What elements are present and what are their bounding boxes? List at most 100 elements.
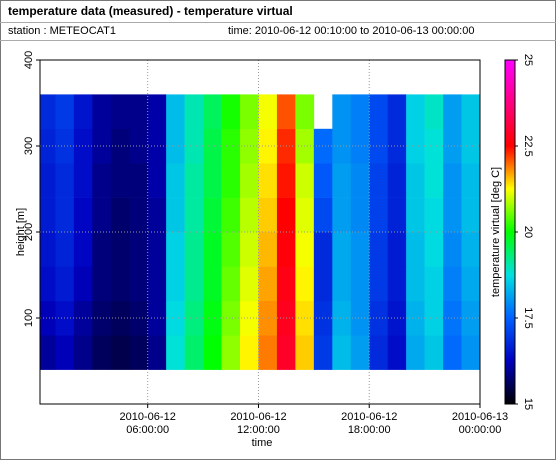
y-tick-label: 100 <box>23 309 35 327</box>
heatmap-cell <box>110 300 130 336</box>
chart-title: temperature data (measured) - temperatur… <box>8 4 293 18</box>
heatmap-cell <box>166 232 185 267</box>
heatmap-cell <box>92 128 112 164</box>
heatmap-cell <box>443 197 462 233</box>
heatmap-cell <box>443 94 462 130</box>
heatmap-cell <box>40 335 56 370</box>
heatmap-cell <box>73 94 93 130</box>
heatmap-cell <box>147 163 167 198</box>
heatmap-cell <box>461 266 481 302</box>
heatmap-cell <box>73 335 93 370</box>
heatmap-cell <box>73 266 93 302</box>
heatmap-cell <box>239 128 259 164</box>
heatmap-cell <box>258 335 278 370</box>
heatmap-cell <box>184 163 204 198</box>
heatmap-cell <box>461 232 481 267</box>
heatmap-cell <box>203 266 222 302</box>
heatmap-cell <box>40 266 56 302</box>
heatmap-cell <box>40 197 56 233</box>
heatmap-cell <box>129 335 148 370</box>
y-tick-label: 200 <box>23 223 35 241</box>
station-label: station : METEOCAT1 <box>8 25 116 37</box>
y-axis-label: height [m] <box>15 208 27 256</box>
heatmap-cell <box>92 300 112 336</box>
heatmap-cell <box>73 300 93 336</box>
heatmap-cell <box>92 335 112 370</box>
heatmap-cell <box>424 163 444 198</box>
heatmap-cell <box>424 94 444 130</box>
heatmap-cell <box>258 128 278 164</box>
heatmap-cell <box>239 300 259 336</box>
heatmap-cell <box>40 94 56 130</box>
heatmap-cell <box>110 232 130 267</box>
heatmap-cell <box>387 94 407 130</box>
heatmap-cell <box>258 163 278 198</box>
heatmap-cell <box>221 197 241 233</box>
heatmap-cell <box>203 128 222 164</box>
heatmap-cell <box>203 94 222 130</box>
heatmap-cell <box>369 300 388 336</box>
heatmap-cell <box>332 128 352 164</box>
y-tick-label: 300 <box>23 137 35 155</box>
heatmap-cell <box>110 266 130 302</box>
heatmap-cell <box>332 232 352 267</box>
heatmap-cell <box>73 163 93 198</box>
heatmap-cell <box>350 266 370 302</box>
heatmap-cell <box>461 335 481 370</box>
heatmap-cell <box>369 335 388 370</box>
heatmap-cell <box>276 197 296 233</box>
heatmap-cell <box>110 163 130 198</box>
heatmap-cell <box>461 197 481 233</box>
heatmap-cell <box>295 94 315 130</box>
heatmap-cell <box>313 197 333 233</box>
heatmap-cell <box>313 266 333 302</box>
heatmap-cell <box>147 335 167 370</box>
heatmap-cell <box>166 94 185 130</box>
heatmap-cell <box>55 197 75 233</box>
x-axis-label: time <box>252 437 273 449</box>
heatmap-cell <box>110 94 130 130</box>
heatmap-cell <box>129 232 148 267</box>
heatmap-cell <box>203 335 222 370</box>
heatmap-cell <box>313 163 333 198</box>
heatmap-cell <box>239 232 259 267</box>
heatmap-cell <box>129 94 148 130</box>
heatmap-cell <box>147 197 167 233</box>
x-tick-label: 2010-06-13 00:00:00 <box>452 411 508 436</box>
heatmap-cell <box>221 128 241 164</box>
heatmap-cell <box>369 94 388 130</box>
heatmap-cell <box>443 335 462 370</box>
heatmap-cell <box>313 128 333 164</box>
heatmap-cell <box>129 266 148 302</box>
heatmap-cell <box>387 232 407 267</box>
heatmap-cell <box>166 266 185 302</box>
heatmap-cell <box>332 300 352 336</box>
heatmap-cell <box>184 266 204 302</box>
heatmap-cell <box>221 232 241 267</box>
heatmap-cell <box>55 266 75 302</box>
heatmap-cell <box>110 128 130 164</box>
heatmap-cell <box>295 335 315 370</box>
heatmap-cell <box>295 266 315 302</box>
heatmap-cell <box>369 163 388 198</box>
heatmap-cell <box>387 266 407 302</box>
heatmap-cell <box>276 94 296 130</box>
heatmap-cell <box>443 232 462 267</box>
heatmap-cell <box>40 300 56 336</box>
heatmap-cell <box>369 266 388 302</box>
heatmap-cell <box>350 197 370 233</box>
heatmap-cell <box>406 232 425 267</box>
heatmap-cell <box>295 163 315 198</box>
colorbar-label: temperature virtual [deg C] <box>490 167 502 297</box>
heatmap-cell <box>73 232 93 267</box>
heatmap-cell <box>203 232 222 267</box>
heatmap-cell <box>295 197 315 233</box>
heatmap-cell <box>461 163 481 198</box>
heatmap-cell <box>332 163 352 198</box>
heatmap-cell <box>40 128 56 164</box>
heatmap-cell <box>332 94 352 130</box>
heatmap-cell <box>239 163 259 198</box>
heatmap-cell <box>369 128 388 164</box>
heatmap-cell <box>239 94 259 130</box>
heatmap-cell <box>424 232 444 267</box>
